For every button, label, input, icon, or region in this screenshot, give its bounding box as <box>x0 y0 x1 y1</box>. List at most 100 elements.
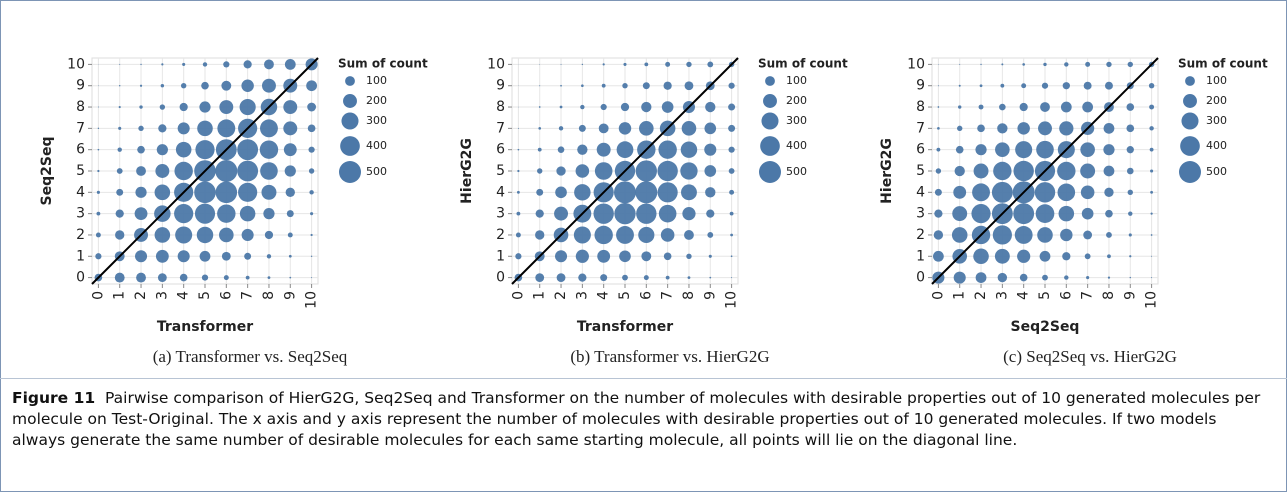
legend-symbol <box>340 136 360 156</box>
bubble <box>1150 169 1154 173</box>
bubble <box>515 253 522 260</box>
legend-symbol <box>759 161 781 183</box>
x-tick-label: 1 <box>952 291 968 300</box>
x-tick-label: 9 <box>1122 291 1138 300</box>
bubble <box>177 122 190 135</box>
y-tick-label: 0 <box>76 270 85 286</box>
bubble <box>934 188 942 196</box>
x-tick-label: 8 <box>261 291 277 300</box>
x-tick-label: 6 <box>638 291 654 300</box>
bubble <box>684 81 694 91</box>
bubble <box>958 105 962 109</box>
bubble <box>156 144 168 156</box>
bubble <box>134 207 148 221</box>
bubble <box>97 148 100 151</box>
bubble <box>560 63 562 65</box>
y-tick-label: 7 <box>496 120 505 136</box>
bubble <box>223 275 229 281</box>
bubble <box>283 143 297 157</box>
bubble <box>96 190 100 194</box>
x-tick-label: 8 <box>681 291 697 300</box>
bubble <box>261 184 277 200</box>
bubble <box>559 105 563 109</box>
bubble <box>975 272 987 283</box>
bubble <box>306 80 317 92</box>
bubble <box>119 63 121 65</box>
bubble <box>935 168 942 174</box>
y-tick-label: 8 <box>76 99 85 115</box>
x-tick-label: 4 <box>176 291 192 300</box>
bubble <box>516 211 521 216</box>
bubble <box>1064 62 1069 67</box>
bubble <box>686 61 692 68</box>
bubble <box>1086 276 1090 280</box>
bubble <box>616 226 634 244</box>
legend-label: 500 <box>786 165 807 178</box>
bubble <box>580 104 585 110</box>
diagonal-line <box>91 57 319 285</box>
bubble <box>97 127 100 130</box>
bubble <box>1057 161 1076 181</box>
bubble <box>1103 144 1115 156</box>
bubble <box>98 85 99 87</box>
y-tick-label: 3 <box>496 206 505 222</box>
bubble <box>558 126 564 131</box>
bubble <box>997 272 1008 283</box>
legend-symbol <box>343 94 357 108</box>
bubble <box>555 250 568 263</box>
bubble <box>139 105 143 109</box>
bubble <box>705 101 716 113</box>
legend-label: 400 <box>786 139 807 152</box>
legend-symbol <box>1183 94 1197 108</box>
bubble <box>635 181 658 204</box>
bubble <box>1042 274 1048 281</box>
bubble <box>1127 61 1133 68</box>
bubble <box>199 250 211 262</box>
legend-label: 300 <box>366 114 387 127</box>
bubble <box>581 63 584 66</box>
bubble <box>937 106 940 108</box>
bubble <box>1062 82 1070 90</box>
legend-symbol <box>339 161 361 183</box>
bubble <box>517 148 520 151</box>
bubble <box>556 166 566 176</box>
subfigure-caption: (c) Seq2Seq vs. HierG2G <box>1003 347 1177 366</box>
bubble <box>728 168 735 174</box>
bubble <box>619 250 631 263</box>
bubble <box>680 162 698 180</box>
bubble <box>972 183 990 202</box>
bubble <box>158 124 167 133</box>
bubble <box>196 226 214 244</box>
bubble <box>594 162 613 180</box>
bubble <box>537 147 542 152</box>
bubble <box>971 204 991 224</box>
bubble <box>1150 190 1153 194</box>
bubble <box>140 63 142 66</box>
bubble <box>1083 230 1093 240</box>
bubble <box>622 83 628 89</box>
bubble <box>244 252 252 260</box>
bubble <box>593 203 614 224</box>
bubble <box>728 82 735 89</box>
bubble <box>597 249 611 263</box>
bubble <box>115 209 124 218</box>
bubble <box>266 254 272 259</box>
bubble <box>539 85 541 87</box>
bubble <box>197 120 213 137</box>
bubble <box>1059 121 1074 136</box>
legend-label: 300 <box>1206 114 1227 127</box>
legend-label: 200 <box>786 94 807 107</box>
x-tick-label: 3 <box>154 291 170 300</box>
legend-symbol <box>345 76 355 86</box>
legend-title: Sum of count <box>758 57 848 71</box>
bubble <box>138 125 144 132</box>
bubble <box>180 83 187 89</box>
bubble <box>596 142 611 157</box>
legend-symbol <box>760 136 780 156</box>
bubble <box>1021 83 1027 89</box>
y-tick-label: 5 <box>916 163 925 179</box>
x-tick-label: 1 <box>112 291 128 300</box>
bubble <box>1103 122 1115 134</box>
y-tick-label: 7 <box>76 120 85 136</box>
